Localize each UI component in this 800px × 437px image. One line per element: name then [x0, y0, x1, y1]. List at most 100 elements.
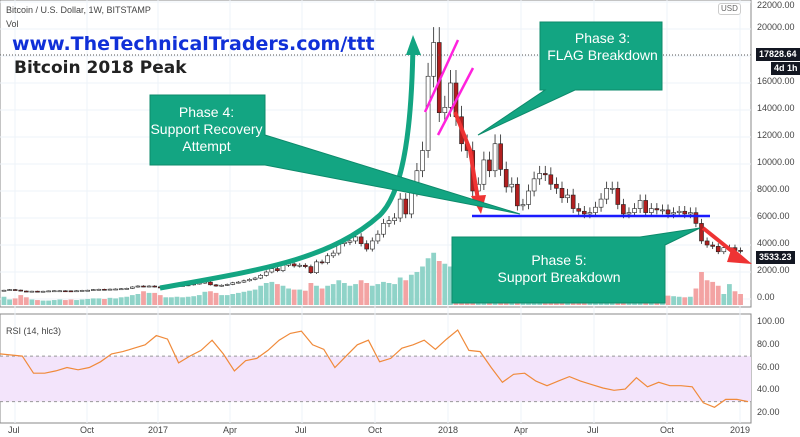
volume-bar — [319, 288, 325, 305]
volume-bar — [280, 285, 286, 305]
candle-body — [403, 198, 409, 215]
candle-body — [118, 288, 124, 291]
candle-body — [632, 208, 637, 213]
volume-bar — [358, 280, 364, 305]
candle-body — [738, 250, 743, 252]
candle-body — [29, 290, 35, 293]
candle-body — [626, 212, 632, 215]
volume-bar — [732, 291, 738, 305]
candle-body — [102, 288, 107, 291]
candle-body — [704, 240, 710, 246]
candle-body — [431, 42, 436, 77]
candle-body — [582, 210, 587, 215]
price-tick-label: 12000.00 — [757, 130, 795, 140]
volume-bar — [341, 283, 347, 305]
volume-bar — [710, 281, 716, 305]
volume-bar — [671, 296, 676, 305]
candle-body — [85, 289, 90, 292]
time-tick-label: 2019 — [730, 425, 751, 435]
candle-body — [135, 285, 141, 288]
candle-body — [699, 223, 704, 242]
uptrend-arrowhead — [406, 35, 421, 55]
volume-bar — [286, 288, 291, 305]
candle-body — [715, 246, 721, 253]
candle-body — [570, 194, 576, 209]
candle-body — [515, 183, 520, 207]
candle-body — [241, 280, 247, 283]
time-tick-label: Oct — [80, 425, 95, 435]
candle-body — [24, 290, 29, 293]
volume-bar — [152, 292, 158, 305]
phase3-line1: Phase 3: — [574, 30, 631, 46]
phase4-callout — [149, 94, 521, 215]
time-tick-label: Oct — [368, 425, 383, 435]
candle-body — [587, 212, 593, 215]
candle-body — [79, 290, 85, 292]
rsi-band — [0, 356, 751, 402]
phase3-line2: FLAG Breakdown — [547, 47, 658, 63]
last-price-tag: 17828.64 — [756, 48, 800, 61]
candle-body — [481, 159, 487, 185]
candle-body — [554, 183, 559, 189]
candle-body — [63, 290, 68, 293]
phase3-callout — [477, 21, 663, 136]
volume-bar — [699, 272, 704, 305]
candle-body — [40, 290, 46, 293]
candle-body — [297, 264, 303, 267]
currency-button[interactable]: USD — [718, 3, 741, 15]
candle-body — [275, 268, 280, 271]
candle-body — [213, 284, 219, 287]
volume-bar — [247, 290, 252, 305]
candle-body — [643, 200, 649, 213]
phase4-annotation: Phase 4: Support Recovery Attempt — [150, 104, 263, 155]
time-tick-label: 2018 — [438, 425, 459, 435]
volume-bar — [62, 300, 68, 305]
uptrend-arrow-line — [159, 41, 416, 291]
candle-body — [665, 209, 671, 215]
price-tick-label: 22000.00 — [757, 0, 795, 10]
rsi-label: RSI (14, hlc3) — [6, 326, 62, 336]
volume-label: Vol — [6, 19, 19, 29]
time-tick-label: Apr — [514, 425, 529, 435]
volume-bar — [230, 294, 236, 305]
volume-bar — [1, 296, 7, 305]
candle-body — [74, 290, 79, 293]
candle-body — [381, 223, 386, 235]
volume-bar — [208, 291, 213, 305]
volume-bar — [146, 292, 152, 305]
candle-body — [386, 220, 392, 224]
symbol-title: Bitcoin / U.S. Dollar, 1W, BITSTAMP — [6, 5, 151, 15]
phase4-line2: Support Recovery — [150, 121, 263, 137]
volume-bar — [420, 266, 425, 305]
candle-body — [358, 236, 364, 244]
candle-body — [314, 261, 319, 273]
volume-bar — [107, 297, 113, 305]
volume-bar — [275, 284, 280, 305]
candle-body — [353, 236, 358, 242]
website-url: www.TheTechnicalTraders.com/ttt — [12, 33, 375, 55]
candle-body — [676, 210, 682, 213]
candle-body — [325, 255, 330, 263]
price-tick-label: 8000.00 — [757, 184, 790, 194]
time-tick-label: Jul — [587, 425, 599, 435]
time-tick-label: Jul — [295, 425, 307, 435]
rsi-line — [0, 329, 749, 408]
volume-bar — [302, 290, 308, 305]
current-price-tag: 3533.23 — [756, 251, 795, 264]
volume-bar — [386, 283, 392, 305]
candle-body — [537, 173, 542, 180]
candle-body — [364, 243, 370, 250]
candle-body — [219, 284, 224, 287]
volume-bar — [135, 294, 141, 305]
volume-bar — [157, 295, 163, 305]
candle-body — [531, 178, 537, 192]
candle-body — [51, 290, 57, 293]
volume-bar — [369, 285, 375, 305]
flag-channel-line — [436, 67, 475, 136]
price-tick-label: 2000.00 — [757, 265, 790, 275]
volume-bar — [180, 297, 185, 305]
candle-body — [57, 290, 63, 293]
volume-bar — [665, 295, 671, 305]
